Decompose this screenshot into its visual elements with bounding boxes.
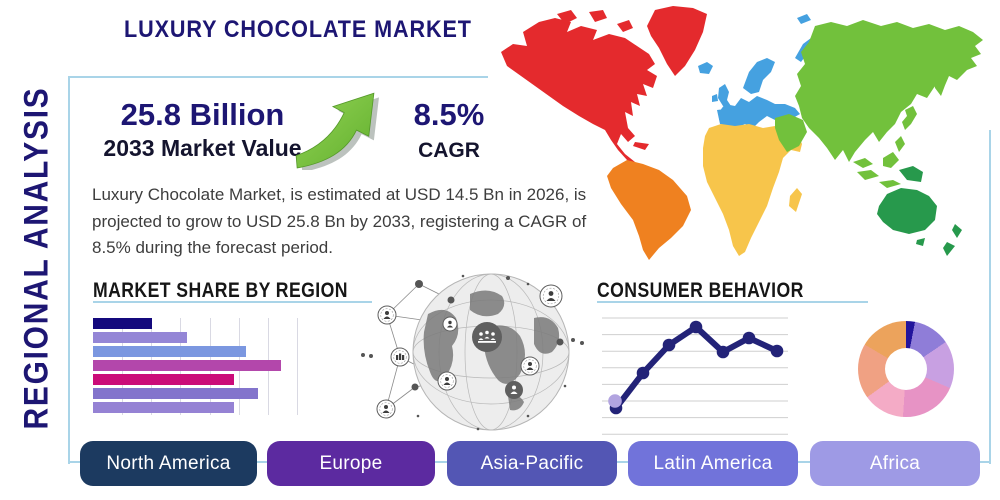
page-title: LUXURY CHOCOLATE MARKET [124, 16, 472, 43]
region-button-africa[interactable]: Africa [810, 441, 980, 486]
cagr-label: CAGR [418, 138, 480, 162]
consumer-behavior-line-chart [602, 317, 788, 435]
person-node-icons [376, 284, 563, 419]
cagr-value: 8.5% [413, 97, 485, 132]
market-share-bar-chart [93, 318, 305, 415]
continent-asia [775, 20, 983, 188]
sidebar-vertical-label: REGIONAL ANALYSIS [17, 86, 56, 430]
frame-border-right [989, 130, 991, 464]
frame-border-top [68, 76, 488, 78]
continent-south-america [607, 160, 691, 260]
region-button-asia-pacific[interactable]: Asia-Pacific [447, 441, 617, 486]
region-button-north-america[interactable]: North America [80, 441, 257, 486]
continent-europe [698, 14, 815, 128]
gridline [297, 318, 298, 415]
cagr-stat: 8.5% CAGR [403, 97, 495, 163]
line-chart-title: CONSUMER BEHAVIOR [597, 279, 804, 302]
bar [93, 388, 258, 399]
market-value: 25.8 Billion [120, 97, 285, 132]
bar [93, 346, 246, 357]
bar [93, 360, 281, 371]
bar [93, 402, 234, 413]
frame-border-left [68, 76, 70, 464]
continent-oceania [877, 166, 962, 256]
bar [93, 318, 152, 329]
greenland [647, 6, 707, 76]
bar-chart-title-underline [93, 301, 372, 303]
continent-africa [703, 124, 802, 256]
bar-chart-bars [93, 318, 281, 416]
world-map [501, 6, 983, 260]
globe-network-graphic [361, 273, 584, 431]
bar [93, 332, 187, 343]
bar-chart-title: MARKET SHARE BY REGION [93, 279, 348, 302]
continent-north-america [501, 18, 657, 170]
region-button-latin-america[interactable]: Latin America [628, 441, 798, 486]
line-chart-title-underline [597, 301, 868, 303]
market-value-label: 2033 Market Value [103, 134, 302, 161]
donut-chart [858, 321, 954, 417]
market-value-stat: 25.8 Billion 2033 Market Value [95, 97, 310, 162]
growth-arrow-icon [295, 92, 379, 170]
region-button-europe[interactable]: Europe [267, 441, 435, 486]
bar [93, 374, 234, 385]
market-description: Luxury Chocolate Market, is estimated at… [92, 185, 587, 258]
